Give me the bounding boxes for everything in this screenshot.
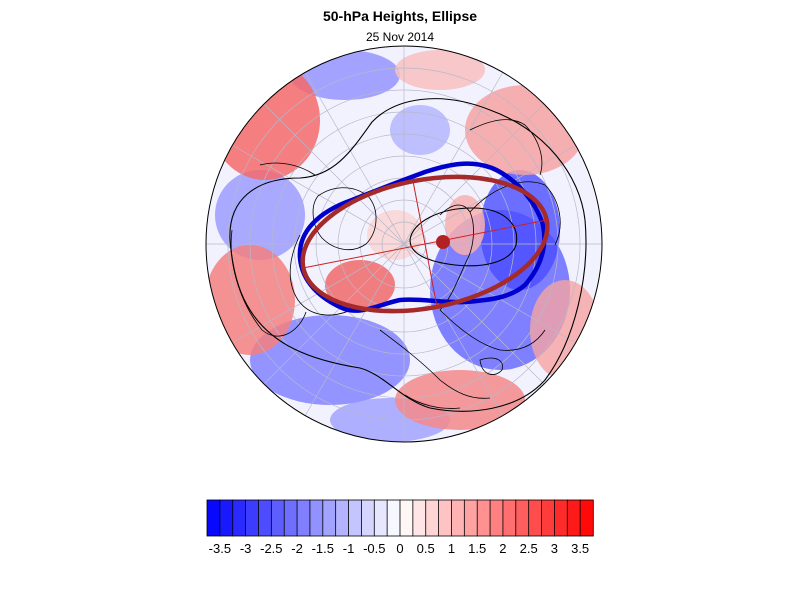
- colorbar-swatch: [541, 499, 556, 537]
- fitted-ellipse: [300, 174, 550, 314]
- colorbar-swatch: [489, 499, 504, 537]
- ellipse-minor-axis: [412, 180, 438, 308]
- colorbar-swatch: [386, 499, 401, 537]
- graticule: [206, 46, 602, 442]
- colorbar-swatch: [438, 499, 453, 537]
- colorbar-swatch: [258, 499, 273, 537]
- colorbar-tick-label: 1.5: [468, 541, 487, 556]
- colorbar-swatch: [554, 499, 568, 537]
- colorbar-swatch: [566, 499, 581, 537]
- map-title: 50-hPa Heights, Ellipse: [322, 8, 478, 24]
- colorbar-swatch: [476, 499, 491, 537]
- ellipse-center-marker: [436, 235, 450, 249]
- colorbar-swatch: [412, 499, 427, 537]
- colorbar-swatch: [399, 499, 414, 537]
- colorbar-swatch: [270, 499, 285, 537]
- colorbar-swatch: [219, 499, 234, 537]
- colorbar-tick-label: 3: [550, 541, 559, 556]
- colorbar-swatch: [360, 499, 375, 537]
- colorbar-swatch: [425, 499, 440, 537]
- colorbar-tick-label: -1.5: [311, 541, 334, 556]
- colorbar-labels: -3.5 -3 -2.5 -2 -1.5 -1 -0.5 0 0.5 1 1.5 2 2.5 3 3.5: [0, 541, 800, 561]
- colorbar-swatch: [335, 499, 350, 537]
- map-boundary: [205, 45, 603, 443]
- colorbar-tick-label: -3.5: [208, 541, 232, 556]
- colorbar-tick-label: -2.5: [260, 541, 283, 556]
- colorbar-swatch: [232, 499, 247, 537]
- colorbar-swatch: [309, 499, 324, 537]
- colorbar-tick-label: 3.5: [571, 541, 590, 556]
- colorbar-swatch: [322, 499, 337, 537]
- map-date: 25 Nov 2014: [365, 30, 435, 44]
- colorbar-swatch: [463, 499, 478, 537]
- colorbar-tick-label: 2: [499, 541, 507, 556]
- colorbar-swatch: [502, 499, 517, 537]
- colorbar-tick-label: 0.5: [416, 541, 435, 556]
- colorbar-swatch: [528, 499, 543, 537]
- colorbar-swatch: [348, 499, 363, 537]
- colorbar-swatch: [245, 499, 260, 537]
- colorbar-swatch: [283, 499, 298, 537]
- colorbar-swatch: [373, 499, 388, 537]
- colorbar-tick-label: 2.5: [519, 541, 538, 556]
- colorbar-swatch: [206, 499, 221, 537]
- colorbar-tick-label: -1: [342, 541, 355, 556]
- colorbar-swatch: [515, 499, 530, 537]
- colorbar-tick-label: 1: [447, 541, 456, 556]
- colorbar-swatch: [579, 499, 594, 537]
- colorbar-swatch: [451, 499, 466, 537]
- colorbar-tick-label: -2: [291, 541, 303, 556]
- colorbar: [206, 499, 594, 537]
- colorbar-tick-label: -0.5: [363, 541, 386, 556]
- colorbar-swatch: [296, 499, 311, 537]
- colorbar-tick-label: -3: [239, 541, 252, 556]
- colorbar-tick-label: 0: [396, 541, 404, 556]
- height-contours: [229, 98, 587, 412]
